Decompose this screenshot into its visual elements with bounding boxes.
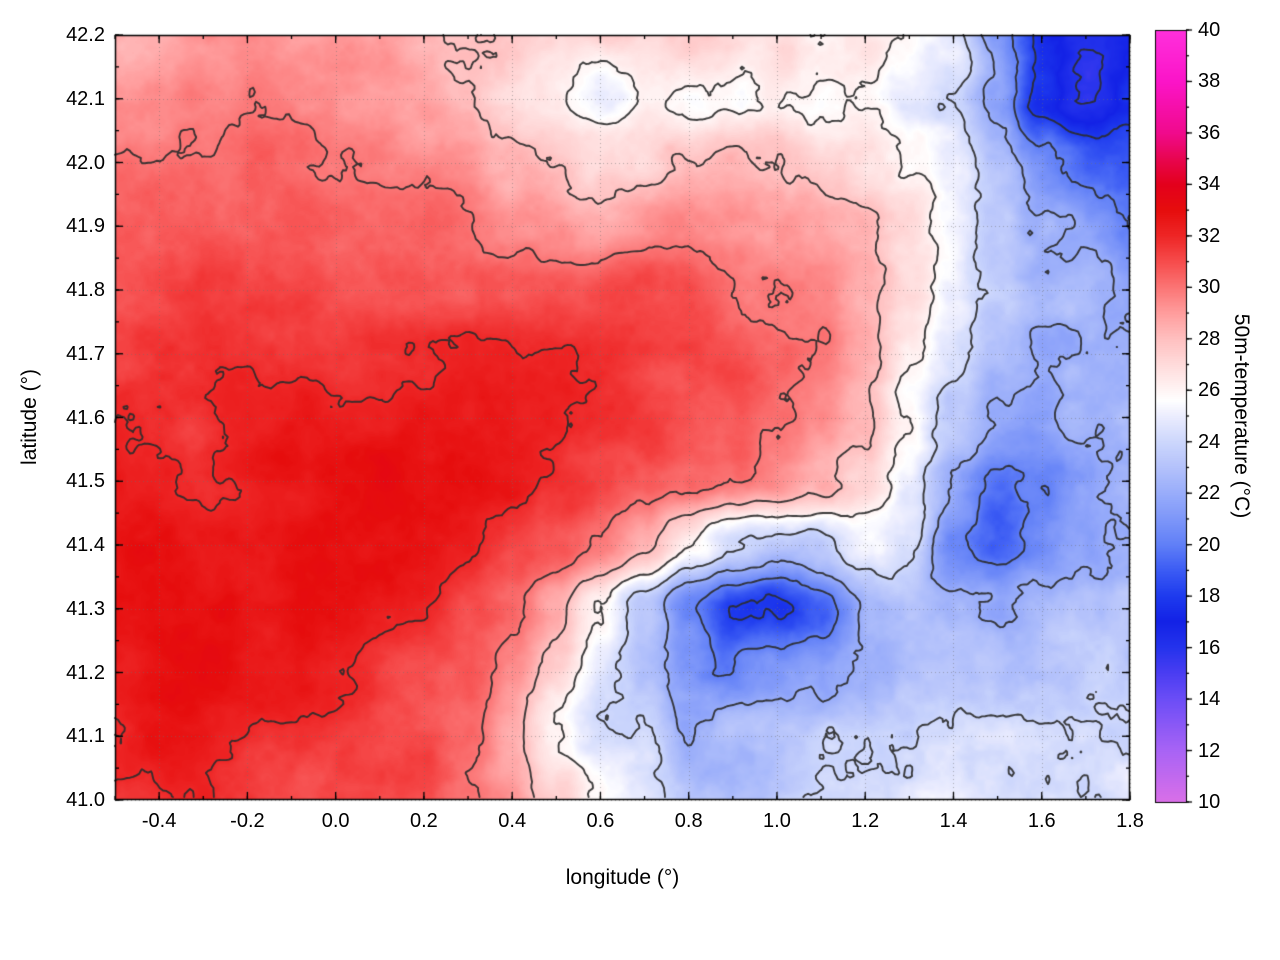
x-tick-label: -0.2 xyxy=(230,810,265,832)
x-tick-label: 1.6 xyxy=(1027,810,1056,832)
y-tick-label: 41.3 xyxy=(66,597,105,620)
y-tick-label: 41.8 xyxy=(66,279,105,301)
colorbar-tick-label: 12 xyxy=(1198,739,1221,762)
x-tick-label: 1.8 xyxy=(1116,810,1144,832)
y-tick-label: 42.2 xyxy=(66,24,105,46)
x-tick-label: 1.4 xyxy=(939,810,968,832)
y-tick-label: 41.4 xyxy=(66,534,105,556)
colorbar-tick-label: 24 xyxy=(1198,430,1221,453)
y-tick-label: 41.9 xyxy=(66,215,105,238)
colorbar-tick-label: 40 xyxy=(1198,19,1221,41)
x-tick-label: 0.0 xyxy=(321,810,350,832)
y-tick-label: 41.6 xyxy=(66,406,105,429)
x-tick-label: 0.6 xyxy=(586,810,615,832)
colorbar-tick-label: 10 xyxy=(1198,791,1221,813)
colorbar-tick-label: 18 xyxy=(1198,585,1221,608)
y-tick-label: 42.0 xyxy=(66,151,105,174)
colorbar-tick-label: 22 xyxy=(1198,482,1221,505)
colorbar-title: 50m-temperature (°C) xyxy=(1230,313,1253,519)
colorbar-tick-label: 28 xyxy=(1198,327,1221,350)
y-tick-label: 41.7 xyxy=(66,342,105,365)
x-axis-title: longitude (°) xyxy=(565,866,680,889)
x-tick-label: 0.8 xyxy=(674,810,703,832)
colorbar-tick-label: 38 xyxy=(1198,70,1221,93)
y-tick-label: 41.0 xyxy=(66,789,105,811)
x-tick-label: 1.0 xyxy=(763,810,791,832)
colorbar-tick-label: 14 xyxy=(1198,688,1221,711)
y-tick-label: 41.1 xyxy=(66,725,105,748)
colorbar-tick-label: 32 xyxy=(1198,224,1221,247)
y-tick-label: 42.1 xyxy=(66,87,105,110)
colorbar-tick-label: 20 xyxy=(1198,533,1221,556)
y-tick-label: 41.2 xyxy=(66,661,105,684)
colorbar-tick-label: 36 xyxy=(1198,121,1221,144)
x-tick-label: 0.2 xyxy=(410,810,438,832)
colorbar-tick-label: 16 xyxy=(1198,636,1221,659)
colorbar-tick-label: 26 xyxy=(1198,379,1221,402)
x-tick-label: 0.4 xyxy=(498,810,527,832)
x-tick-label: 1.2 xyxy=(851,810,880,832)
colorbar-tick-label: 30 xyxy=(1198,276,1221,299)
colorbar-tick-label: 34 xyxy=(1198,173,1221,196)
x-tick-label: -0.4 xyxy=(141,810,177,832)
y-tick-label: 41.5 xyxy=(66,470,105,493)
y-axis-title: latitude (°) xyxy=(18,369,41,465)
